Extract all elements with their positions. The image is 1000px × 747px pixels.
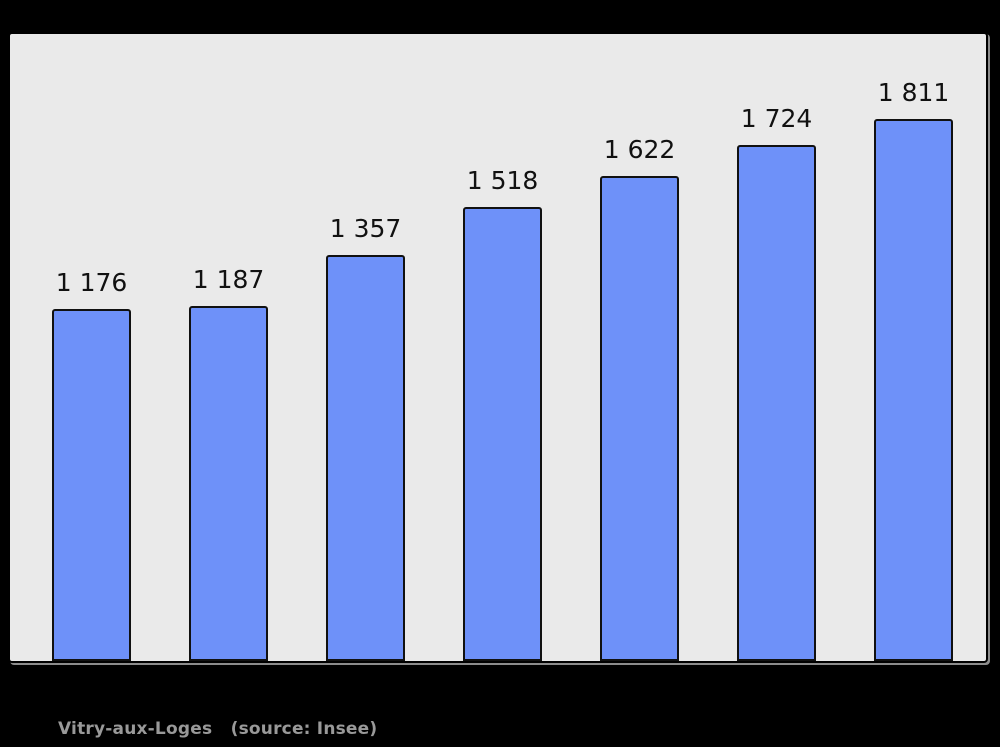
bar[interactable] xyxy=(189,306,268,661)
bar-group: 1 187 xyxy=(189,267,268,661)
bar-group: 1 724 xyxy=(737,106,816,661)
bar-value-label: 1 622 xyxy=(603,135,676,164)
plot-area: 1 176 1 187 1 357 1 518 1 622 1 724 1 811 xyxy=(10,34,986,661)
bar[interactable] xyxy=(737,145,816,661)
bar[interactable] xyxy=(874,119,953,661)
bar-value-label: 1 357 xyxy=(329,214,402,243)
bar[interactable] xyxy=(52,309,131,661)
chart-source-caption: Vitry-aux-Loges (source: Insee) xyxy=(58,719,378,739)
bar-group: 1 176 xyxy=(52,270,131,661)
bar-value-label: 1 176 xyxy=(55,268,128,297)
bar-group: 1 518 xyxy=(463,168,542,661)
bar-value-label: 1 724 xyxy=(740,104,813,133)
chart-plot-frame: 1 176 1 187 1 357 1 518 1 622 1 724 1 811 xyxy=(8,32,988,663)
bar-group: 1 357 xyxy=(326,216,405,661)
bar[interactable] xyxy=(600,176,679,661)
bar-group: 1 811 xyxy=(874,80,953,661)
bar-value-label: 1 518 xyxy=(466,166,539,195)
bar[interactable] xyxy=(326,255,405,661)
bar-group: 1 622 xyxy=(600,137,679,661)
bar-value-label: 1 187 xyxy=(192,265,265,294)
bar[interactable] xyxy=(463,207,542,661)
bar-value-label: 1 811 xyxy=(877,78,950,107)
